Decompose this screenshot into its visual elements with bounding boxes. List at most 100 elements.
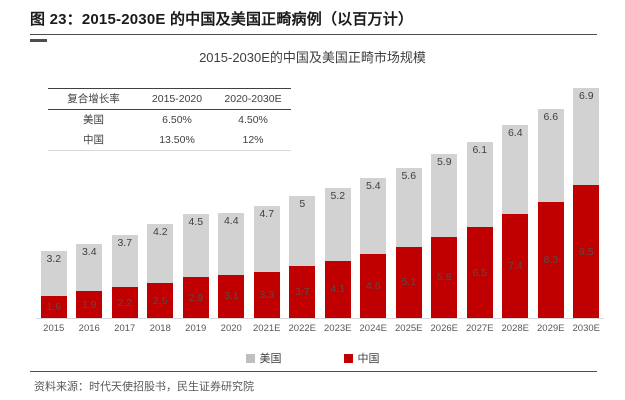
us-value-label: 5.4 — [365, 180, 381, 193]
cagr-us-2015-2020: 6.50% — [162, 113, 192, 126]
stacked-bar-2025E: 5.6 5.1 — [395, 168, 422, 318]
us-value-label: 6.9 — [578, 90, 594, 103]
stacked-bar-2017: 3.7 2.2 — [111, 235, 138, 318]
china-segment-2026E: 5.8 — [431, 236, 458, 318]
us-segment-2029E: 6.6 — [537, 109, 564, 202]
bar-slot-2020: 4.4 3.1 — [214, 213, 249, 318]
us-value-label: 6.6 — [543, 111, 559, 124]
us-segment-2024E: 5.4 — [360, 178, 387, 254]
china-value-label: 1.9 — [81, 298, 97, 311]
stacked-bar-2023E: 5.2 4.1 — [324, 187, 351, 318]
us-value-label: 6.1 — [472, 143, 488, 156]
china-segment-2024E: 4.6 — [360, 253, 387, 318]
china-segment-2018: 2.5 — [147, 283, 174, 318]
us-segment-2027E: 6.1 — [466, 141, 493, 227]
cagr-row-china: 中国 13.50% 12% — [48, 130, 291, 151]
bar-slot-2022E: 5 3.7 — [285, 196, 320, 318]
us-value-label: 3.4 — [81, 245, 97, 258]
bar-slot-2026E: 5.9 5.8 — [427, 154, 462, 318]
us-legend-swatch — [245, 353, 255, 363]
footer-divider — [30, 371, 597, 372]
china-value-label: 3.1 — [223, 290, 239, 303]
x-tick-2026E: 2026E — [430, 323, 458, 334]
us-segment-2022E: 5 — [289, 196, 316, 267]
x-tick-2020: 2020 — [220, 323, 242, 334]
stacked-bar-2026E: 5.9 5.8 — [431, 154, 458, 318]
stacked-bar-chart: 3.2 1.6 3.4 1.9 3.7 2.2 4.2 2.5 4.5 2.9 4.4 3.1 4.7 3… — [36, 75, 604, 334]
china-segment-2022E: 3.7 — [289, 266, 316, 318]
us-value-label: 4.4 — [223, 215, 239, 228]
us-legend-label: 美国 — [259, 353, 282, 365]
stacked-bar-2019: 4.5 2.9 — [182, 214, 209, 318]
source-note: 资料来源：时代天使招股书，民生证券研究院 — [34, 381, 254, 393]
us-segment-2023E: 5.2 — [324, 187, 351, 261]
us-segment-2017: 3.7 — [111, 235, 138, 288]
china-segment-2027E: 6.5 — [466, 227, 493, 318]
x-tick-2028E: 2028E — [501, 323, 529, 334]
china-value-label: 5.1 — [401, 276, 417, 289]
china-segment-2020: 3.1 — [218, 274, 245, 318]
china-value-label: 7.4 — [507, 260, 523, 273]
stacked-bar-2021E: 4.7 3.3 — [253, 206, 280, 318]
us-segment-2018: 4.2 — [147, 224, 174, 283]
x-tick-2024E: 2024E — [359, 323, 387, 334]
bar-slot-2027E: 6.1 6.5 — [462, 141, 497, 318]
china-value-label: 8.3 — [543, 253, 559, 266]
cagr-table: 复合增长率 2015-2020 2020-2030E 美国 6.50% 4.50… — [48, 88, 291, 151]
x-tick-2025E: 2025E — [395, 323, 423, 334]
cagr-header-2020-2030e: 2020-2030E — [224, 92, 282, 105]
x-tick-2021E: 2021E — [253, 323, 281, 334]
x-tick-2019: 2019 — [185, 323, 207, 334]
us-value-label: 6.4 — [507, 126, 523, 139]
china-segment-2030E: 9.5 — [573, 185, 600, 318]
china-segment-2021E: 3.3 — [253, 271, 280, 318]
china-value-label: 3.3 — [259, 288, 275, 301]
us-segment-2028E: 6.4 — [502, 124, 529, 215]
china-value-label: 4.1 — [330, 283, 346, 296]
title-divider — [30, 34, 597, 35]
us-value-label: 5.2 — [330, 189, 346, 202]
us-value-label: 4.5 — [188, 216, 204, 229]
cagr-us-label: 美国 — [83, 114, 104, 126]
cagr-china-2015-2020: 13.50% — [159, 133, 195, 146]
figure-title: 图 23：2015-2030E 的中国及美国正畸病例（以百万计） — [30, 11, 414, 28]
bar-slot-2016: 3.4 1.9 — [72, 243, 107, 318]
china-value-label: 2.5 — [152, 294, 168, 307]
us-value-label: 4.7 — [259, 208, 275, 221]
us-segment-2016: 3.4 — [76, 243, 103, 292]
us-value-label: 5.6 — [401, 170, 417, 183]
bar-slot-2029E: 6.6 8.3 — [533, 109, 568, 318]
stacked-bar-2028E: 6.4 7.4 — [502, 124, 529, 318]
cagr-china-2020-2030e: 12% — [242, 133, 264, 146]
legend-item-us: 美国 — [245, 350, 282, 366]
x-tick-2030E: 2030E — [572, 323, 600, 334]
stacked-bar-2020: 4.4 3.1 — [218, 213, 245, 318]
bar-slot-2028E: 6.4 7.4 — [498, 124, 533, 318]
china-segment-2015: 1.6 — [40, 295, 67, 318]
bars: 3.2 1.6 3.4 1.9 3.7 2.2 4.2 2.5 4.5 2.9 4.4 3.1 4.7 3… — [36, 75, 604, 319]
bar-slot-2015: 3.2 1.6 — [36, 250, 71, 318]
us-value-label: 4.2 — [152, 226, 168, 239]
stacked-bar-2018: 4.2 2.5 — [147, 224, 174, 318]
bar-slot-2018: 4.2 2.5 — [143, 224, 178, 318]
x-tick-2018: 2018 — [149, 323, 171, 334]
bar-slot-2021E: 4.7 3.3 — [249, 206, 284, 318]
stacked-bar-2030E: 6.9 9.5 — [573, 88, 600, 318]
title-divider-accent — [30, 39, 47, 42]
chart-legend: 美国 中国 — [0, 350, 625, 366]
stacked-bar-2029E: 6.6 8.3 — [537, 109, 564, 318]
cagr-header-metric: 复合增长率 — [67, 93, 120, 105]
china-value-label: 9.5 — [578, 245, 594, 258]
us-segment-2030E: 6.9 — [573, 88, 600, 185]
us-value-label: 5.9 — [436, 156, 452, 169]
china-segment-2029E: 8.3 — [537, 201, 564, 318]
cagr-table-header-row: 复合增长率 2015-2020 2020-2030E — [48, 88, 291, 110]
china-legend-swatch — [343, 353, 353, 363]
china-value-label: 2.2 — [117, 296, 133, 309]
x-tick-2029E: 2029E — [537, 323, 565, 334]
china-value-label: 6.5 — [472, 266, 488, 279]
us-segment-2019: 4.5 — [182, 214, 209, 278]
bar-slot-2024E: 5.4 4.6 — [356, 178, 391, 318]
us-segment-2020: 4.4 — [218, 213, 245, 275]
us-segment-2021E: 4.7 — [253, 206, 280, 272]
